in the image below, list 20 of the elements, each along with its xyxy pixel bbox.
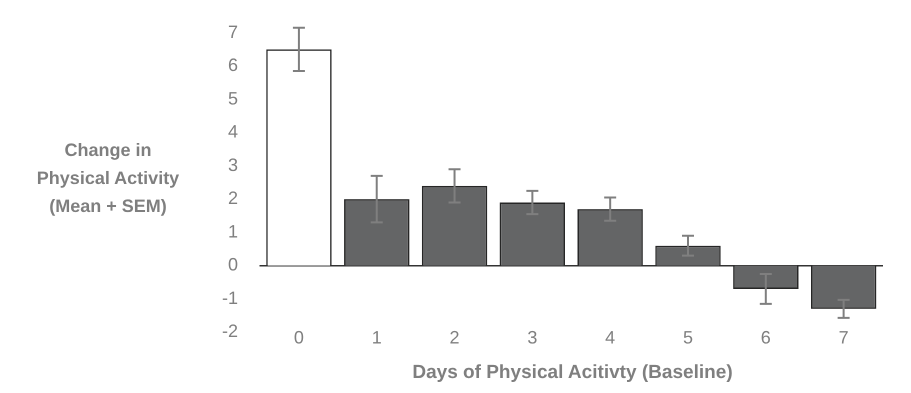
y-tick-label: 6	[228, 55, 238, 76]
y-tick-label: 2	[228, 188, 238, 208]
y-tick-label: 7	[228, 22, 238, 42]
x-tick-label: 1	[372, 327, 382, 348]
y-tick-label: -2	[222, 321, 238, 342]
x-tick-label: 6	[760, 327, 771, 348]
x-axis-title: Days of Physical Acitivty (Baseline)	[411, 362, 734, 384]
y-tick-label: 0	[228, 254, 238, 275]
y-tick-label: 4	[228, 122, 238, 142]
x-tick-label: 7	[838, 327, 849, 348]
x-tick-label: 2	[450, 327, 460, 348]
x-tick-label: 0	[294, 327, 304, 348]
y-tick-label: 3	[228, 154, 238, 175]
y-axis-title: Change in Physical Activity (Mean + SEM)	[36, 139, 180, 218]
y-tick-label: -1	[222, 288, 238, 308]
x-tick-label: 5	[682, 327, 693, 348]
x-tick-label: 3	[527, 327, 538, 348]
x-tick-label: 4	[605, 327, 616, 348]
y-tick-label: 5	[228, 88, 238, 108]
y-tick-label: 1	[228, 221, 238, 242]
